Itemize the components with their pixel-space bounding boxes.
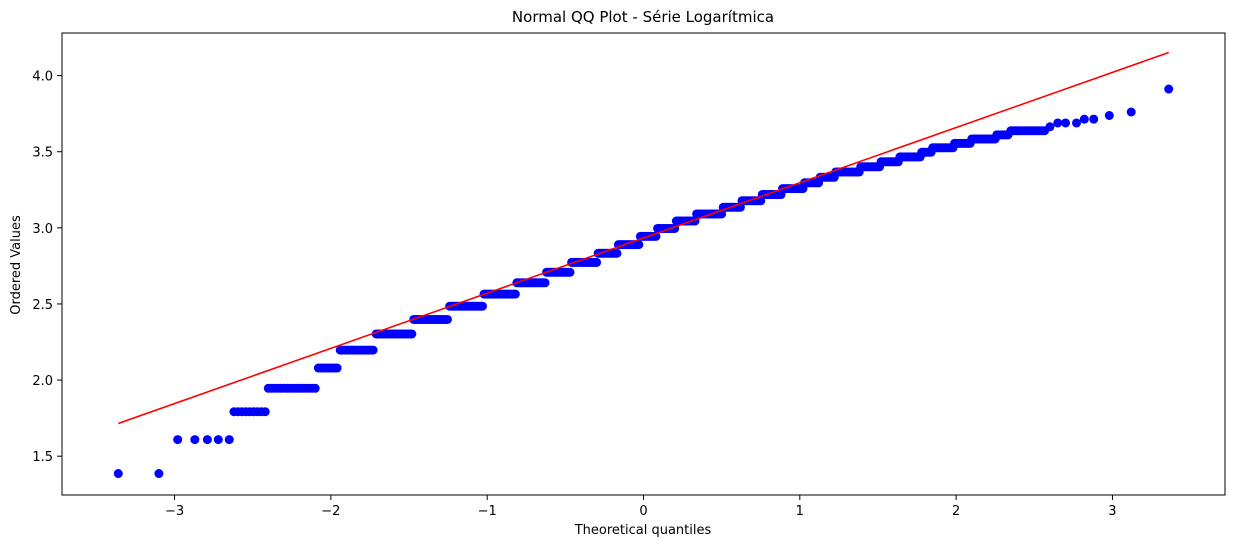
data-point xyxy=(260,407,270,417)
data-point xyxy=(477,301,487,311)
x-tick-label: 0 xyxy=(639,504,647,519)
data-point xyxy=(1089,114,1099,124)
data-point xyxy=(565,267,575,277)
data-point xyxy=(310,383,320,393)
data-point xyxy=(202,435,212,445)
y-tick-label: 2.0 xyxy=(32,374,53,389)
data-point xyxy=(1045,122,1055,132)
x-axis: −3 −2 −1 0 1 2 3 xyxy=(165,495,1117,519)
data-point xyxy=(173,435,183,445)
data-point xyxy=(1061,118,1071,128)
data-point xyxy=(224,435,234,445)
y-axis-title: Ordered Values xyxy=(9,215,24,315)
data-point xyxy=(1071,118,1081,128)
data-point xyxy=(540,278,550,288)
data-point xyxy=(213,435,223,445)
data-point xyxy=(190,435,200,445)
x-tick-label: 2 xyxy=(952,504,960,519)
x-tick-label: −1 xyxy=(478,504,497,519)
data-point xyxy=(442,314,452,324)
y-axis: 1.5 2.0 2.5 3.0 3.5 4.0 xyxy=(32,70,62,465)
y-tick-label: 3.5 xyxy=(32,146,53,161)
data-point xyxy=(1126,107,1136,117)
data-points xyxy=(113,84,1174,479)
x-tick-label: −2 xyxy=(321,504,340,519)
y-tick-label: 4.0 xyxy=(32,70,53,85)
x-tick-label: 1 xyxy=(796,504,804,519)
data-point xyxy=(1079,114,1089,124)
x-tick-label: −3 xyxy=(165,504,184,519)
y-tick-label: 1.5 xyxy=(32,450,53,465)
data-point xyxy=(368,345,378,355)
fit-line-group xyxy=(118,51,1169,425)
fit-line xyxy=(118,51,1169,425)
y-tick-label: 2.5 xyxy=(32,298,53,313)
data-point xyxy=(1164,84,1174,94)
data-point xyxy=(634,240,644,250)
data-point xyxy=(154,469,164,479)
chart-title: Normal QQ Plot - Série Logarítmica xyxy=(512,8,774,26)
data-point xyxy=(510,289,520,299)
y-tick-label: 3.0 xyxy=(32,222,53,237)
x-axis-title: Theoretical quantiles xyxy=(574,523,712,538)
data-point xyxy=(592,257,602,267)
data-point xyxy=(407,329,417,339)
data-point xyxy=(1053,118,1063,128)
data-point xyxy=(612,248,622,258)
x-tick-label: 3 xyxy=(1108,504,1116,519)
data-point xyxy=(332,363,342,373)
data-point xyxy=(1104,111,1114,121)
data-point xyxy=(113,469,123,479)
